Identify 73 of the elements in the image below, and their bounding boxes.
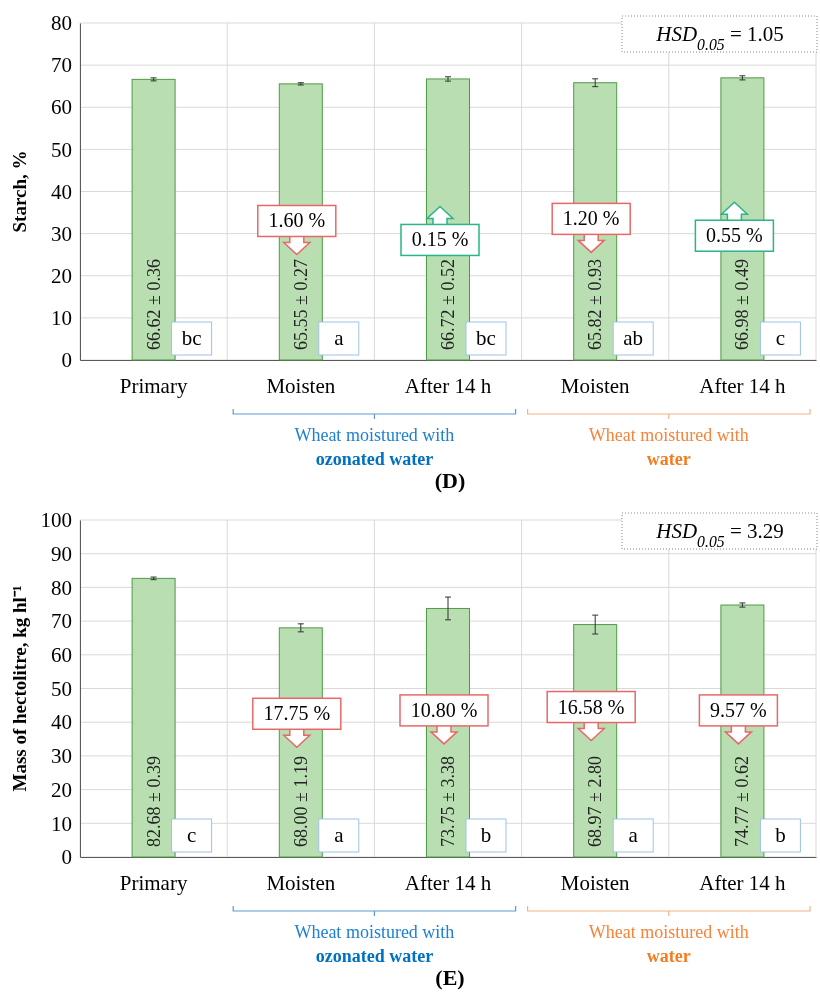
y-tick-label: 80 — [51, 11, 72, 36]
text: Wheat moistured with — [294, 922, 455, 942]
x-tick-label: After 14 h — [699, 870, 787, 895]
annotation: bc — [181, 326, 202, 350]
annotation: 0.15 % — [411, 228, 469, 251]
annotation: 17.75 % — [263, 702, 331, 725]
annotation: ab — [623, 326, 644, 350]
x-tick-label: After 14 h — [699, 373, 787, 398]
y-tick-label: 30 — [51, 221, 72, 246]
y-tick-label: 80 — [51, 575, 72, 600]
text: Wheat moistured with — [588, 922, 749, 942]
annotation: c — [775, 326, 786, 350]
annotation: a — [334, 823, 345, 847]
x-tick-label: Primary — [119, 373, 188, 398]
y-tick-label: 40 — [51, 710, 72, 735]
annotation: bc — [476, 326, 496, 350]
annotation: b — [480, 823, 492, 847]
y-tick-label: 30 — [51, 744, 72, 769]
annotation: HSD$_{0.05}$ = 3.29 — [655, 519, 784, 550]
data-label: 82.68 ± 0.39 — [143, 756, 164, 847]
y-tick-label: 70 — [51, 609, 72, 634]
y-tick-label: 50 — [51, 676, 72, 701]
annotation: 10.80 % — [410, 698, 478, 721]
y-tick-label: 100 — [40, 508, 72, 533]
y-tick-label: 20 — [51, 777, 72, 802]
text: ozonated water — [315, 946, 434, 966]
y-tick-label: 0 — [61, 845, 72, 870]
annotation: 1.60 % — [268, 209, 326, 232]
annotation: HSD$_{0.05}$ = 1.05 — [655, 22, 784, 53]
data-label: 68.97 ± 2.80 — [585, 756, 606, 847]
text: water — [646, 449, 691, 469]
y-tick-label: 60 — [51, 643, 72, 668]
y-tick-label: 90 — [51, 541, 72, 566]
text: (E) — [435, 965, 465, 990]
y-tick-label: 0 — [61, 348, 72, 373]
data-label: 65.55 ± 0.27 — [290, 259, 311, 350]
x-tick-label: After 14 h — [404, 870, 492, 895]
annotation: 1.20 % — [562, 207, 620, 230]
y-axis-title: Starch, % — [9, 150, 30, 233]
annotation: b — [775, 823, 786, 847]
y-tick-label: 20 — [51, 263, 72, 288]
data-label: 74.77 ± 0.62 — [732, 756, 753, 847]
annotation: 9.57 % — [710, 698, 767, 721]
text: ozonated water — [315, 449, 434, 469]
y-tick-label: 40 — [51, 179, 72, 204]
text: (D) — [434, 468, 466, 493]
x-tick-label: Moisten — [560, 373, 631, 398]
x-tick-label: Moisten — [266, 870, 336, 895]
data-label: 66.98 ± 0.49 — [732, 259, 753, 350]
annotation: 16.58 % — [557, 695, 625, 718]
data-label: 73.75 ± 3.38 — [438, 756, 458, 847]
annotation: a — [334, 326, 345, 350]
text: Wheat moistured with — [588, 425, 749, 445]
annotation: 0.55 % — [706, 224, 763, 247]
text: water — [646, 946, 691, 966]
x-tick-label: Primary — [119, 870, 188, 895]
annotation: c — [186, 823, 197, 847]
data-label: 66.72 ± 0.52 — [438, 259, 458, 350]
bar — [131, 577, 176, 858]
x-tick-label: Moisten — [266, 373, 336, 398]
annotation: a — [628, 823, 639, 847]
y-tick-label: 10 — [51, 306, 72, 331]
text: Wheat moistured with — [294, 425, 455, 445]
y-axis-title: Mass of hectolitre, kg hl⁻¹ — [9, 585, 30, 792]
data-label: 68.00 ± 1.19 — [290, 756, 311, 847]
y-tick-label: 60 — [51, 95, 72, 120]
y-tick-label: 70 — [51, 53, 72, 78]
data-label: 66.62 ± 0.36 — [143, 259, 164, 350]
x-tick-label: After 14 h — [404, 373, 492, 398]
x-tick-label: Moisten — [560, 870, 631, 895]
y-tick-label: 50 — [51, 137, 72, 162]
y-tick-label: 10 — [51, 811, 72, 836]
data-label: 65.82 ± 0.93 — [585, 259, 606, 350]
